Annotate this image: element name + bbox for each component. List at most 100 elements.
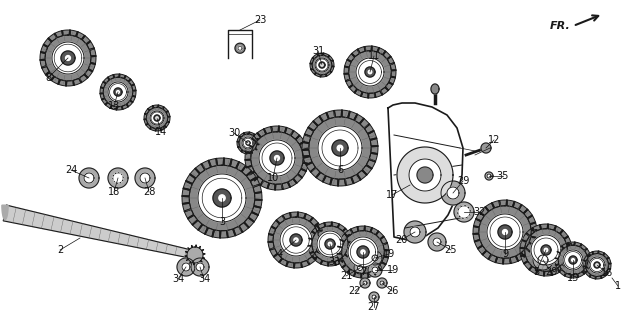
Polygon shape	[310, 53, 334, 77]
Polygon shape	[356, 58, 384, 86]
Polygon shape	[372, 267, 378, 273]
Polygon shape	[328, 242, 332, 246]
Polygon shape	[318, 126, 362, 170]
Text: 3: 3	[219, 217, 225, 227]
Text: FR.: FR.	[550, 21, 571, 31]
Polygon shape	[520, 224, 572, 276]
Text: 1: 1	[615, 281, 621, 291]
Text: 2: 2	[57, 245, 63, 255]
Polygon shape	[302, 110, 378, 186]
Polygon shape	[302, 110, 378, 186]
Polygon shape	[268, 212, 324, 268]
Polygon shape	[369, 292, 379, 302]
Polygon shape	[237, 132, 259, 154]
Polygon shape	[428, 233, 446, 251]
Polygon shape	[245, 126, 309, 190]
Polygon shape	[219, 195, 225, 201]
Polygon shape	[52, 42, 84, 74]
Polygon shape	[487, 214, 523, 250]
Polygon shape	[108, 168, 128, 188]
Polygon shape	[79, 168, 99, 188]
Polygon shape	[357, 266, 362, 270]
Text: 32: 32	[474, 207, 486, 217]
Polygon shape	[40, 30, 96, 86]
Polygon shape	[112, 172, 124, 184]
Polygon shape	[397, 147, 453, 203]
Polygon shape	[245, 126, 309, 190]
Polygon shape	[433, 238, 441, 246]
Text: 15: 15	[567, 273, 579, 283]
Polygon shape	[363, 281, 367, 285]
Polygon shape	[114, 174, 122, 182]
Polygon shape	[321, 64, 323, 66]
Polygon shape	[555, 242, 591, 278]
Polygon shape	[182, 263, 190, 271]
Polygon shape	[52, 42, 84, 74]
Polygon shape	[380, 281, 384, 285]
Polygon shape	[544, 248, 548, 252]
Polygon shape	[317, 231, 343, 257]
Polygon shape	[308, 222, 352, 266]
Text: 34: 34	[198, 274, 210, 284]
Polygon shape	[368, 251, 382, 265]
Text: 4: 4	[277, 249, 283, 259]
Polygon shape	[368, 263, 382, 277]
Polygon shape	[589, 257, 605, 273]
Polygon shape	[84, 173, 94, 183]
Polygon shape	[117, 91, 119, 93]
Polygon shape	[388, 103, 463, 240]
Text: 16: 16	[601, 268, 613, 278]
Polygon shape	[290, 234, 302, 246]
Polygon shape	[357, 246, 369, 258]
Polygon shape	[315, 58, 329, 72]
Polygon shape	[498, 225, 512, 239]
Polygon shape	[156, 117, 158, 119]
Text: 6: 6	[337, 165, 343, 175]
Polygon shape	[441, 181, 465, 205]
Text: 10: 10	[267, 173, 279, 183]
Polygon shape	[237, 132, 259, 154]
Polygon shape	[583, 251, 611, 279]
Text: 20: 20	[395, 235, 408, 245]
Polygon shape	[454, 202, 474, 222]
Polygon shape	[191, 258, 209, 276]
Polygon shape	[185, 245, 205, 265]
Polygon shape	[317, 231, 343, 257]
Polygon shape	[294, 238, 298, 242]
Polygon shape	[114, 88, 122, 96]
Polygon shape	[361, 250, 365, 254]
Text: 13: 13	[108, 101, 120, 111]
Polygon shape	[531, 235, 561, 265]
Polygon shape	[310, 53, 334, 77]
Polygon shape	[487, 214, 523, 250]
Polygon shape	[503, 229, 508, 235]
Polygon shape	[2, 205, 8, 220]
Polygon shape	[270, 151, 284, 165]
Polygon shape	[457, 205, 471, 219]
Polygon shape	[144, 105, 170, 131]
Polygon shape	[108, 82, 128, 102]
Polygon shape	[280, 224, 312, 256]
Text: 24: 24	[65, 165, 78, 175]
Polygon shape	[459, 207, 469, 217]
Polygon shape	[235, 43, 245, 53]
Polygon shape	[337, 226, 389, 278]
Polygon shape	[61, 51, 75, 65]
Polygon shape	[308, 222, 352, 266]
Text: 19: 19	[387, 265, 399, 275]
Polygon shape	[569, 256, 577, 264]
Text: 11: 11	[368, 51, 380, 61]
Polygon shape	[365, 67, 375, 77]
Polygon shape	[332, 140, 348, 156]
Polygon shape	[348, 237, 378, 267]
Polygon shape	[100, 74, 136, 110]
Text: 27: 27	[368, 302, 380, 312]
Polygon shape	[198, 174, 246, 222]
Polygon shape	[242, 137, 254, 149]
Polygon shape	[135, 168, 155, 188]
Polygon shape	[144, 105, 170, 131]
Polygon shape	[338, 145, 342, 151]
Text: 7: 7	[360, 267, 366, 277]
Text: 28: 28	[142, 187, 155, 197]
Polygon shape	[213, 189, 231, 207]
